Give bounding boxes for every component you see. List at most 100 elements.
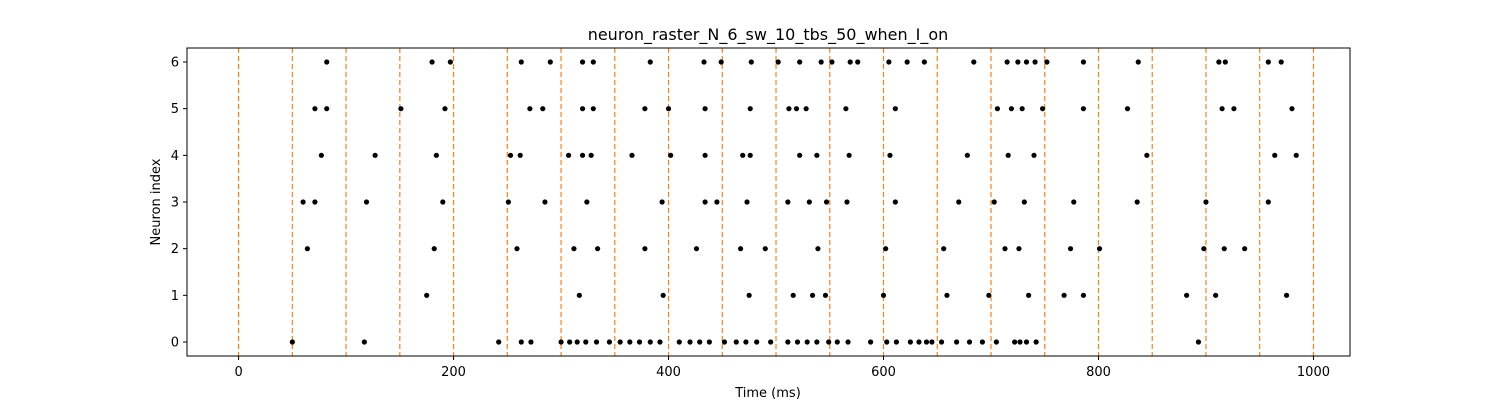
spike-point bbox=[576, 292, 582, 298]
spike-point bbox=[606, 339, 613, 345]
spike-point bbox=[1039, 106, 1046, 112]
spike-point bbox=[542, 199, 548, 205]
spike-point bbox=[964, 152, 970, 158]
spike-point bbox=[514, 246, 520, 252]
spike-point bbox=[786, 106, 792, 112]
spike-point bbox=[892, 106, 898, 112]
spike-point bbox=[746, 292, 752, 298]
spike-point bbox=[1016, 246, 1022, 252]
spike-point bbox=[1033, 339, 1039, 345]
spike-point bbox=[665, 106, 672, 112]
spike-point bbox=[518, 339, 524, 345]
spike-point bbox=[956, 199, 962, 205]
y-axis-label: Neuron index bbox=[149, 158, 164, 245]
spike-point bbox=[785, 339, 791, 345]
y-tick-label: 1 bbox=[171, 289, 179, 304]
spike-point bbox=[1195, 339, 1202, 345]
spike-point bbox=[617, 339, 623, 345]
spike-point bbox=[1096, 246, 1103, 252]
spike-point bbox=[312, 106, 318, 112]
spike-point bbox=[363, 199, 370, 205]
spike-point bbox=[1216, 59, 1222, 65]
spike-point bbox=[768, 339, 774, 345]
spike-point bbox=[846, 152, 852, 158]
spike-point bbox=[826, 339, 832, 345]
spike-point bbox=[797, 152, 803, 158]
spike-point bbox=[1019, 106, 1025, 112]
spike-point bbox=[938, 339, 945, 345]
spike-point bbox=[588, 152, 594, 158]
spike-point bbox=[372, 152, 378, 158]
spike-point bbox=[921, 59, 927, 65]
spike-point bbox=[843, 106, 849, 112]
plot-frame bbox=[186, 47, 1351, 357]
spike-point bbox=[991, 199, 997, 205]
spike-point bbox=[594, 246, 601, 252]
spike-point bbox=[540, 106, 546, 112]
spike-point bbox=[1015, 59, 1021, 65]
spike-point bbox=[1219, 106, 1225, 112]
y-tick-label: 6 bbox=[171, 56, 179, 71]
x-tick-label: 400 bbox=[656, 365, 681, 380]
x-tick-label: 200 bbox=[441, 365, 466, 380]
spike-point bbox=[442, 106, 448, 112]
spike-point bbox=[424, 292, 430, 298]
spike-point bbox=[740, 152, 746, 158]
spike-point bbox=[304, 246, 310, 252]
spike-point bbox=[790, 292, 796, 298]
spike-point bbox=[702, 152, 708, 158]
spike-point bbox=[518, 59, 524, 65]
spike-point bbox=[324, 106, 330, 112]
spike-point bbox=[579, 152, 586, 158]
spike-point bbox=[941, 246, 947, 252]
spike-point bbox=[528, 339, 534, 345]
spike-point bbox=[668, 152, 674, 158]
x-tick-label: 1000 bbox=[1297, 365, 1330, 380]
spike-point bbox=[1278, 59, 1284, 65]
spike-point bbox=[804, 339, 810, 345]
spike-point bbox=[822, 292, 829, 298]
spike-point bbox=[289, 339, 295, 345]
spike-point bbox=[636, 339, 643, 345]
spike-point bbox=[1012, 339, 1018, 345]
spike-point bbox=[887, 152, 893, 158]
spike-point bbox=[1067, 246, 1074, 252]
spike-point bbox=[847, 59, 853, 65]
chart-title: neuron_raster_N_6_sw_10_tbs_50_when_I_on bbox=[588, 25, 949, 45]
spike-point bbox=[547, 59, 553, 65]
spike-point bbox=[993, 339, 999, 345]
spike-point bbox=[845, 339, 851, 345]
y-tick-label: 2 bbox=[171, 242, 179, 257]
spike-point bbox=[748, 59, 754, 65]
spike-point bbox=[815, 246, 821, 252]
spike-point bbox=[567, 339, 573, 345]
spike-point bbox=[855, 59, 861, 65]
spike-point bbox=[793, 106, 800, 112]
spike-point bbox=[785, 199, 791, 205]
spike-point bbox=[904, 59, 910, 65]
spike-point bbox=[1289, 106, 1295, 112]
spike-point bbox=[324, 59, 330, 65]
spike-point bbox=[593, 339, 600, 345]
spike-point bbox=[527, 106, 533, 112]
spike-point bbox=[1134, 199, 1140, 205]
spike-point bbox=[312, 199, 318, 205]
spike-point bbox=[809, 292, 816, 298]
spike-point bbox=[1021, 199, 1027, 205]
spike-point bbox=[971, 59, 977, 65]
spike-point bbox=[979, 339, 985, 345]
spike-point bbox=[823, 199, 830, 205]
spike-point bbox=[929, 339, 935, 345]
spike-point bbox=[1004, 59, 1010, 65]
y-tick-label: 0 bbox=[171, 336, 179, 351]
spike-point bbox=[1002, 246, 1008, 252]
spike-point bbox=[693, 246, 700, 252]
spike-point bbox=[1080, 106, 1087, 112]
spike-point bbox=[1080, 292, 1087, 298]
spike-point bbox=[886, 59, 892, 65]
spike-point bbox=[701, 59, 707, 65]
spike-point bbox=[721, 339, 728, 345]
y-tick-label: 3 bbox=[171, 196, 179, 211]
